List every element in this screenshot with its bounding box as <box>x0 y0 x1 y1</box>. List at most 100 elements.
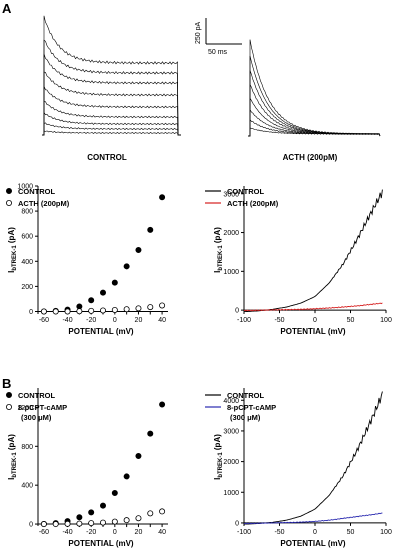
y-axis-label-main: I <box>7 478 16 480</box>
data-point <box>52 308 59 315</box>
legend-label: CONTROL <box>227 187 264 196</box>
legend-label: CONTROL <box>18 391 55 400</box>
scale-bar-time-label: 50 ms <box>208 49 228 56</box>
x-axis-label: POTENTIAL (mV) <box>68 327 134 336</box>
data-point <box>147 510 154 517</box>
acth-trace <box>248 39 381 137</box>
control-trace <box>42 15 181 136</box>
y-tick-label: 0 <box>29 522 33 529</box>
chart-B-ramp: 0 1000 2000 3000 4000 -100 -50 0 50 100 POTENTIAL … <box>205 388 392 548</box>
x-axis-label: POTENTIAL (mV) <box>280 327 346 336</box>
data-point <box>100 502 107 509</box>
y-axis-label-unit: (pA) <box>7 434 16 453</box>
x-tick-label: -20 <box>86 529 96 536</box>
y-axis-label-main: I <box>213 478 222 480</box>
data-point <box>111 306 118 313</box>
y-axis-label-unit: (pA) <box>213 227 222 246</box>
y-tick-label: 1000 <box>223 269 239 276</box>
x-tick-label: -100 <box>237 317 251 324</box>
data-point <box>76 308 83 315</box>
data-point <box>64 520 71 527</box>
data-point <box>147 430 154 437</box>
data-point <box>159 401 166 408</box>
y-tick-label: 1000 <box>17 184 33 191</box>
legend-label-part: 8-pCPT-cAMP <box>227 403 276 412</box>
x-tick-label: 50 <box>347 317 355 324</box>
data-point <box>64 308 71 315</box>
control-trace <box>42 86 181 136</box>
x-tick-label: -60 <box>39 317 49 324</box>
control-trace <box>42 111 181 136</box>
legend-label: 8-pCPT-cAMP (300 μM) <box>227 403 276 422</box>
chart-A-ramp: 0 1000 2000 3000 -100 -50 0 50 100 POTENTIAL (mV)… <box>205 186 392 336</box>
data-point <box>135 305 142 312</box>
current-traces <box>42 15 381 137</box>
y-tick-label: 2000 <box>223 230 239 237</box>
data-point <box>123 263 130 270</box>
series-line <box>243 302 383 312</box>
x-tick-label: -60 <box>39 529 49 536</box>
legend-label: ACTH (200pM) <box>18 199 70 208</box>
y-axis-label: IbTREK-1 (pA) <box>213 227 224 273</box>
data-point <box>40 521 47 528</box>
x-tick-label: 40 <box>158 529 166 536</box>
y-tick-label: 2000 <box>223 459 239 466</box>
x-tick-label: 20 <box>135 529 143 536</box>
data-point <box>100 519 107 526</box>
x-tick-label: 20 <box>135 317 143 324</box>
y-tick-label: 200 <box>21 284 33 291</box>
data-point <box>135 515 142 522</box>
control-trace <box>42 101 181 136</box>
x-tick-label: 50 <box>347 529 355 536</box>
data-point <box>100 289 107 296</box>
data-point <box>123 517 130 524</box>
y-tick-label: 1000 <box>223 490 239 497</box>
data-point <box>88 520 95 527</box>
trace-label-control: CONTROL <box>87 153 127 162</box>
y-axis-label-sub: bTREK-1 <box>218 452 224 478</box>
y-tick-label: 0 <box>235 520 239 527</box>
y-tick-label: 1200 <box>17 405 33 412</box>
y-tick-label: 0 <box>235 308 239 315</box>
data-point <box>159 508 166 515</box>
y-tick-label: 0 <box>29 309 33 316</box>
y-axis-label-sub: bTREK-1 <box>218 245 224 271</box>
scale-bar: 250 pA 50 ms <box>195 18 242 56</box>
control-trace <box>42 53 181 136</box>
y-axis-label: IbTREK-1 (pA) <box>213 434 224 480</box>
y-axis-label-unit: (pA) <box>213 434 222 453</box>
y-tick-label: 600 <box>21 234 33 241</box>
y-tick-label: 400 <box>21 259 33 266</box>
scale-bar-current-label: 250 pA <box>195 21 202 44</box>
legend-label: 8-pCPT-cAMP (300 μM) <box>18 403 67 422</box>
legend-label-part: (300 μM) <box>21 413 52 422</box>
data-point <box>135 453 142 460</box>
series-line <box>243 512 383 525</box>
data-point <box>159 194 166 201</box>
data-point <box>88 297 95 304</box>
series-line <box>243 391 383 525</box>
legend-marker <box>6 187 12 194</box>
y-tick-label: 800 <box>21 209 33 216</box>
chart-B-scatter: 0 400 800 1200 -60 -40 -20 0 20 40 POTENTIAL (mV) I… <box>6 388 168 548</box>
acth-trace <box>248 55 381 137</box>
x-tick-label: -100 <box>237 529 251 536</box>
panel-b-label: B <box>2 376 11 391</box>
y-axis-label: IbTREK-1 (pA) <box>7 434 18 480</box>
legend-label-part: 8-pCPT-cAMP <box>18 403 67 412</box>
legend-label: CONTROL <box>18 187 55 196</box>
y-axis-label: IbTREK-1 (pA) <box>7 227 18 273</box>
x-tick-label: 0 <box>313 317 317 324</box>
x-tick-label: 40 <box>158 317 166 324</box>
x-tick-label: 0 <box>113 529 117 536</box>
x-axis-label: POTENTIAL (mV) <box>68 539 134 548</box>
y-tick-label: 400 <box>21 483 33 490</box>
x-tick-label: -20 <box>86 317 96 324</box>
x-tick-label: 100 <box>380 529 392 536</box>
x-tick-label: -50 <box>274 317 284 324</box>
legend-label-part: (300 μM) <box>230 413 261 422</box>
chart-A-scatter: 0 200 400 600 800 1000 -60 -40 -20 0 20 40 POTENTIAL… <box>6 184 168 336</box>
y-axis-label-main: I <box>7 271 16 273</box>
